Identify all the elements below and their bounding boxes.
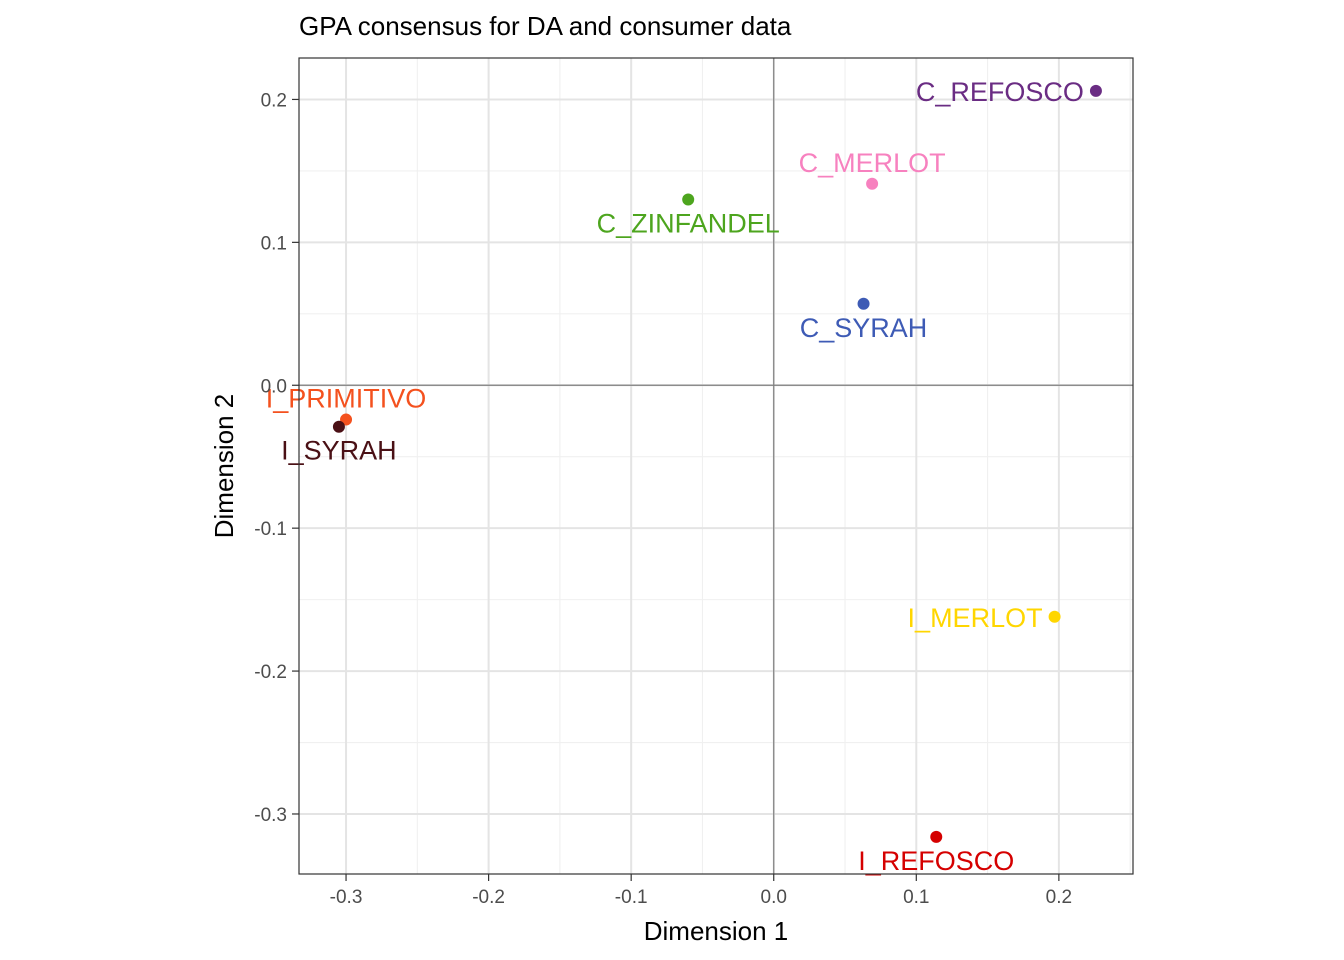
data-point: [682, 193, 695, 206]
data-point-label: I_REFOSCO: [858, 846, 1014, 876]
x-tick-label: -0.1: [615, 887, 648, 908]
data-point: [857, 297, 870, 310]
x-tick-label: -0.3: [330, 887, 363, 908]
data-point: [1089, 84, 1102, 97]
y-tick-label: 0.0: [261, 376, 287, 397]
y-tick-label: 0.1: [261, 233, 287, 254]
data-point-label: I_MERLOT: [908, 603, 1043, 633]
data-point-label: C_SYRAH: [800, 313, 928, 343]
plot-panel: [299, 58, 1133, 874]
data-point-label: I_PRIMITIVO: [266, 384, 427, 414]
plot-border: [298, 57, 1134, 875]
y-tick-label: -0.3: [254, 805, 287, 826]
x-axis-title: Dimension 1: [644, 916, 789, 946]
x-tick-label: -0.2: [472, 887, 505, 908]
y-tick-label: -0.2: [254, 662, 287, 683]
x-axis: -0.3 -0.2 -0.1 0.0 0.1 0.2: [330, 874, 1072, 908]
y-tick-label: 0.2: [261, 90, 287, 111]
data-point: [332, 420, 345, 433]
x-tick-label: 0.0: [761, 887, 787, 908]
x-tick-label: 0.2: [1046, 887, 1072, 908]
data-point: [866, 177, 879, 190]
y-tick-label: -0.1: [254, 519, 287, 540]
data-point-label: C_ZINFANDEL: [597, 208, 780, 238]
data-point: [1048, 610, 1061, 623]
x-tick-label: 0.1: [903, 887, 929, 908]
data-points: [332, 84, 1102, 843]
y-axis-title: Dimension 2: [209, 394, 239, 539]
reference-lines: [299, 58, 1133, 874]
major-grid: [299, 58, 1133, 874]
chart-title: GPA consensus for DA and consumer data: [299, 11, 792, 41]
point-labels: C_REFOSCO C_MERLOT C_ZINFANDEL C_SYRAH I_PRI…: [266, 77, 1084, 876]
data-point-label: C_MERLOT: [799, 148, 946, 178]
minor-grid: [299, 58, 1133, 874]
data-point-label: C_REFOSCO: [916, 77, 1084, 107]
y-axis: -0.3 -0.2 -0.1 0.0 0.1 0.2: [254, 90, 299, 826]
data-point: [930, 830, 943, 843]
data-point-label: I_SYRAH: [281, 436, 397, 466]
